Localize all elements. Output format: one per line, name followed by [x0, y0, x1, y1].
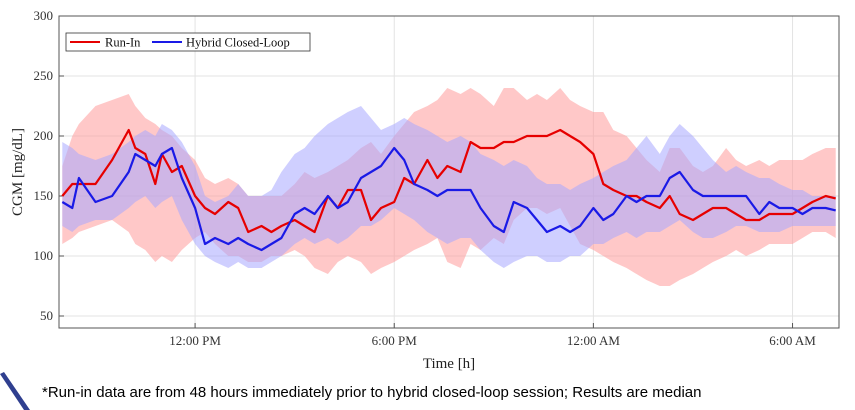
x-tick-label: 12:00 AM: [567, 333, 621, 348]
y-tick-label: 250: [34, 68, 54, 83]
median-lines: [61, 128, 836, 252]
legend-label-hybrid: Hybrid Closed-Loop: [186, 36, 290, 50]
y-tick-labels: 50 100 150 200 250 300: [34, 8, 54, 323]
cgm-chart: 50 100 150 200 250 300 12:00 PM 6:00 PM 12:00 A…: [10, 8, 840, 372]
x-axis-title: Time [h]: [423, 356, 475, 372]
x-tick-label: 6:00 PM: [372, 333, 418, 348]
plot-frame: [58, 15, 840, 329]
x-tick-label: 12:00 PM: [169, 333, 221, 348]
legend-label-run-in: Run-In: [105, 36, 141, 50]
corner-accent-stripe: [0, 372, 30, 410]
y-axis-title: CGM [mg/dL]: [10, 128, 26, 216]
run-in-median-line: [61, 128, 836, 234]
legend-box: [65, 32, 311, 52]
y-tick-label: 300: [34, 8, 54, 23]
x-tick-labels: 12:00 PM 6:00 PM 12:00 AM 6:00 AM: [169, 333, 816, 348]
footnote: *Run-in data are from 48 hours immediate…: [42, 384, 702, 401]
legend: Run-In Hybrid Closed-Loop: [65, 32, 311, 52]
y-tick-label: 200: [34, 128, 54, 143]
y-tick-label: 50: [40, 308, 53, 323]
hybrid-closed-loop-median-line: [61, 146, 836, 252]
y-tick-label: 150: [34, 188, 54, 203]
x-tick-label: 6:00 AM: [769, 333, 816, 348]
y-tick-label: 100: [34, 248, 54, 263]
